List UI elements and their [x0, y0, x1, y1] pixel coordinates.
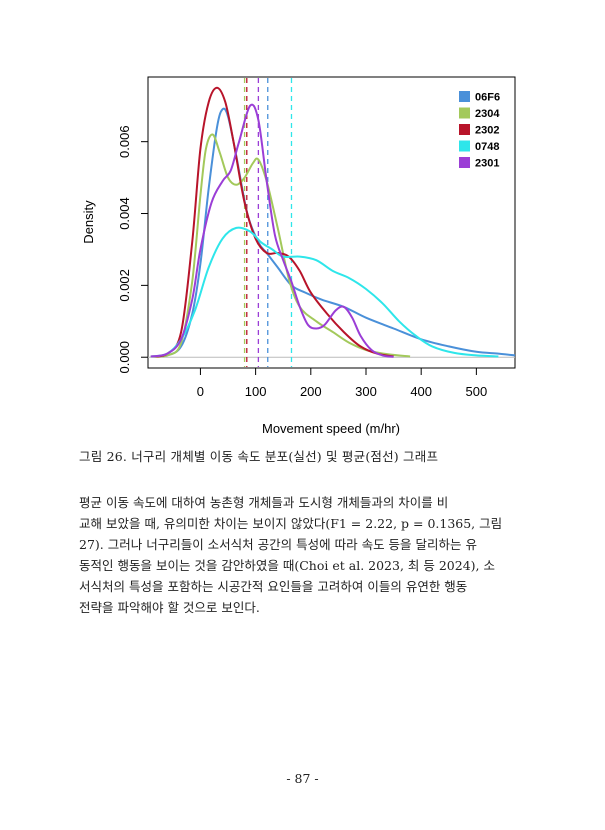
axis-ticks: 0 100 200 300 400 500 0.000 0.002 0.004 0.006 [117, 125, 487, 399]
figure-caption: 그림 26. 너구리 개체별 이동 속도 분포(실선) 및 평균(점선) 그래프 [79, 449, 439, 464]
legend-swatch [459, 157, 470, 168]
plot-frame [147, 76, 516, 369]
y-tick-label: 0.006 [117, 125, 132, 158]
paragraph-line: 전략을 파악해야 할 것으로 보인다. [79, 600, 260, 615]
density-curve-0748 [150, 226, 499, 358]
paragraph-line: 평균 이동 속도에 대하여 농촌형 개체들과 도시형 개체들과의 차이를 비 [79, 495, 449, 510]
legend-label: 2302 [475, 125, 499, 137]
density-curve-2301 [150, 103, 394, 358]
x-tick-label: 100 [245, 384, 267, 399]
density-curve-2304 [150, 133, 411, 358]
x-axis-label: Movement speed (m/hr) [262, 421, 400, 436]
legend-label: 0748 [475, 141, 499, 153]
legend-swatch [459, 140, 470, 152]
density-curves [150, 86, 516, 358]
legend-label: 2304 [475, 108, 500, 120]
paragraph-line: 동적인 행동을 보이는 것을 감안하였을 때(Choi et al. 2023,… [79, 558, 495, 573]
y-tick-label: 0.002 [117, 269, 132, 302]
body-paragraph: 평균 이동 속도에 대하여 농촌형 개체들과 도시형 개체들과의 차이를 비 교… [79, 492, 525, 618]
x-tick-label: 400 [410, 384, 432, 399]
legend-swatch [459, 124, 470, 135]
legend-swatch [459, 91, 470, 102]
paragraph-line: 서식처의 특성을 포함하는 시공간적 요인들을 고려하여 이들의 유연한 행동 [79, 579, 468, 594]
mean-lines [243, 78, 293, 367]
y-axis-label: Density [81, 200, 96, 244]
x-tick-label: 500 [466, 384, 488, 399]
x-tick-label: 0 [197, 384, 204, 399]
paragraph-line: 교해 보았을 때, 유의미한 차이는 보이지 않았다(F1 = 2.22, p … [79, 516, 503, 531]
y-tick-label: 0.000 [117, 341, 132, 374]
y-tick-label: 0.004 [117, 197, 132, 230]
paragraph-line: 27). 그러나 너구리들이 소서식처 공간의 특성에 따라 속도 등을 달리하… [79, 537, 477, 552]
page-number: - 87 - [286, 771, 319, 786]
x-tick-label: 300 [355, 384, 377, 399]
legend-label: 2301 [475, 158, 499, 170]
density-chart: 0 100 200 300 400 500 0.000 0.002 0.004 0.006 06F… [81, 76, 516, 436]
legend-swatch [459, 107, 470, 119]
x-tick-label: 200 [300, 384, 322, 399]
legend: 06F6 2304 2302 0748 2301 [459, 91, 500, 170]
legend-label: 06F6 [475, 92, 500, 104]
